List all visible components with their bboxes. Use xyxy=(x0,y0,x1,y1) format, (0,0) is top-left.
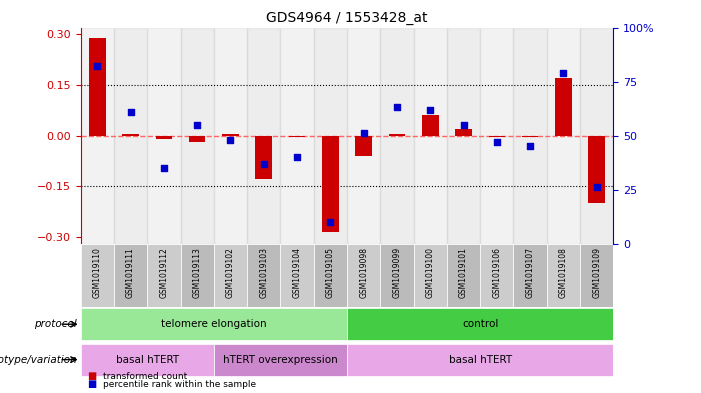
Text: GSM1019113: GSM1019113 xyxy=(193,247,202,298)
Bar xyxy=(347,308,613,340)
Title: GDS4964 / 1553428_at: GDS4964 / 1553428_at xyxy=(266,11,428,25)
Bar xyxy=(89,38,106,136)
Text: GSM1019101: GSM1019101 xyxy=(459,247,468,298)
Point xyxy=(258,160,269,167)
Bar xyxy=(81,28,114,244)
Point xyxy=(524,143,536,149)
Bar xyxy=(489,136,505,137)
Bar xyxy=(514,28,547,244)
Text: GSM1019106: GSM1019106 xyxy=(492,247,501,298)
Bar xyxy=(189,136,205,142)
Bar xyxy=(580,244,613,307)
Bar xyxy=(514,244,547,307)
Text: protocol: protocol xyxy=(34,319,77,329)
Text: GSM1019103: GSM1019103 xyxy=(259,247,268,298)
Point xyxy=(325,219,336,225)
Text: telomere elongation: telomere elongation xyxy=(161,319,266,329)
Bar xyxy=(347,28,381,244)
Text: GSM1019112: GSM1019112 xyxy=(159,247,168,298)
Point xyxy=(391,104,402,110)
Bar xyxy=(480,244,513,307)
Text: GSM1019104: GSM1019104 xyxy=(292,247,301,298)
Bar xyxy=(422,115,439,136)
Bar xyxy=(447,28,480,244)
Bar xyxy=(247,28,280,244)
Text: GSM1019105: GSM1019105 xyxy=(326,247,335,298)
Bar xyxy=(388,134,405,136)
Bar xyxy=(214,343,347,376)
Text: GSM1019111: GSM1019111 xyxy=(126,247,135,298)
Text: GSM1019108: GSM1019108 xyxy=(559,247,568,298)
Bar xyxy=(122,134,139,136)
Text: transformed count: transformed count xyxy=(103,372,187,381)
Text: GSM1019109: GSM1019109 xyxy=(592,247,601,298)
Bar xyxy=(381,244,414,307)
Text: GSM1019100: GSM1019100 xyxy=(426,247,435,298)
Text: genotype/variation: genotype/variation xyxy=(0,354,77,365)
Point xyxy=(591,184,602,191)
Bar xyxy=(280,244,314,307)
Point xyxy=(491,139,503,145)
Text: percentile rank within the sample: percentile rank within the sample xyxy=(103,380,256,389)
Bar xyxy=(214,28,247,244)
Bar xyxy=(522,136,538,137)
Bar xyxy=(555,78,572,136)
Point xyxy=(191,121,203,128)
Bar xyxy=(314,28,347,244)
Bar xyxy=(455,129,472,136)
Bar xyxy=(580,28,613,244)
Bar xyxy=(147,244,181,307)
Text: basal hTERT: basal hTERT xyxy=(116,354,179,365)
Point xyxy=(125,108,136,115)
Point xyxy=(292,154,303,160)
Bar xyxy=(347,343,613,376)
Bar xyxy=(314,244,347,307)
Bar xyxy=(588,136,605,203)
Bar xyxy=(547,28,580,244)
Bar xyxy=(81,343,214,376)
Point xyxy=(158,165,170,171)
Bar xyxy=(447,244,480,307)
Bar xyxy=(147,28,181,244)
Text: GSM1019107: GSM1019107 xyxy=(526,247,535,298)
Point xyxy=(358,130,369,136)
Bar xyxy=(414,28,447,244)
Text: GSM1019102: GSM1019102 xyxy=(226,247,235,298)
Bar xyxy=(381,28,414,244)
Bar xyxy=(114,244,147,307)
Bar xyxy=(222,134,239,136)
Bar xyxy=(81,308,347,340)
Text: ■: ■ xyxy=(88,371,97,381)
Bar xyxy=(255,136,272,180)
Bar xyxy=(347,244,381,307)
Text: GSM1019098: GSM1019098 xyxy=(359,247,368,298)
Text: basal hTERT: basal hTERT xyxy=(449,354,512,365)
Bar xyxy=(414,244,447,307)
Bar xyxy=(547,244,580,307)
Text: control: control xyxy=(462,319,498,329)
Bar xyxy=(322,136,339,232)
Point xyxy=(458,121,469,128)
Bar xyxy=(355,136,372,156)
Bar xyxy=(81,244,114,307)
Bar xyxy=(280,28,314,244)
Point xyxy=(425,107,436,113)
Point xyxy=(92,63,103,70)
Text: GSM1019110: GSM1019110 xyxy=(93,247,102,298)
Bar xyxy=(156,136,172,139)
Bar xyxy=(181,244,214,307)
Bar xyxy=(114,28,147,244)
Text: GSM1019099: GSM1019099 xyxy=(393,247,402,298)
Text: hTERT overexpression: hTERT overexpression xyxy=(223,354,338,365)
Point xyxy=(225,137,236,143)
Text: ■: ■ xyxy=(88,379,97,389)
Bar xyxy=(480,28,513,244)
Bar xyxy=(181,28,214,244)
Point xyxy=(558,70,569,76)
Bar xyxy=(214,244,247,307)
Bar xyxy=(247,244,280,307)
Bar xyxy=(289,136,306,137)
